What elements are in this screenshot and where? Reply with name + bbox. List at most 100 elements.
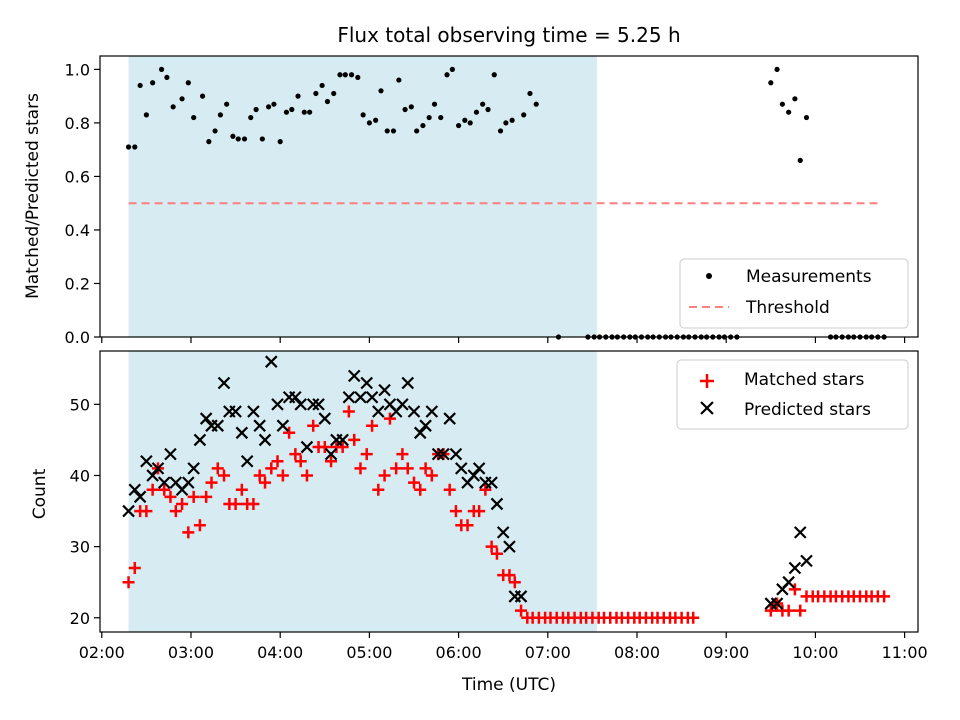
measurement-point: [426, 114, 432, 121]
measurement-point: [331, 90, 337, 97]
predicted-stars-point: [247, 405, 260, 418]
predicted-stars-point: [182, 476, 195, 489]
measurement-point: [768, 80, 774, 86]
measurement-point: [384, 128, 390, 134]
legend-predicted-marker: [700, 401, 714, 415]
measurement-point: [224, 101, 230, 107]
matched-stars-point: [794, 604, 807, 617]
bottom-y-axis-label: Count: [30, 468, 50, 519]
matched-stars-point: [383, 412, 396, 425]
predicted-stars-point: [467, 469, 481, 482]
x-axis-label: Time (UTC): [461, 675, 556, 695]
measurement-point: [509, 117, 515, 123]
matched-stars-point: [878, 590, 891, 603]
predicted-stars-point: [407, 405, 421, 418]
matched-stars-point: [449, 505, 462, 518]
predicted-stars-point: [354, 390, 367, 404]
predicted-stars-point: [431, 447, 445, 461]
matched-stars-point: [259, 476, 272, 489]
matched-stars-point: [283, 426, 296, 439]
measurement-point: [480, 101, 486, 107]
predicted-stars-point: [360, 376, 373, 390]
measurement-point: [774, 66, 780, 72]
matched-stars-point: [473, 505, 486, 518]
measurement-point: [125, 144, 132, 150]
legend-matched-label: Matched stars: [744, 370, 864, 390]
measurement-point: [342, 72, 348, 78]
y-tick-label: 1.0: [65, 60, 90, 79]
measurement-point: [248, 114, 254, 121]
predicted-stars-point: [217, 376, 231, 390]
matched-stars-point: [128, 561, 141, 574]
measurement-point: [792, 96, 798, 102]
measurement-point: [253, 106, 259, 113]
measurement-point: [235, 136, 241, 142]
predicted-stars-point: [336, 433, 349, 447]
predicted-stars-point: [496, 526, 510, 539]
predicted-stars-point: [324, 447, 338, 461]
predicted-stars-point: [485, 476, 498, 489]
measurement-point: [779, 101, 786, 107]
measurement-point: [337, 72, 343, 78]
measurement-point: [420, 122, 426, 129]
predicted-stars-point: [472, 462, 486, 475]
predicted-stars-point: [318, 412, 332, 425]
matched-stars-point: [276, 469, 289, 482]
measurement-point: [467, 120, 473, 126]
matched-stars-point: [205, 476, 218, 489]
predicted-stars-point: [300, 440, 314, 454]
matched-stars-point: [396, 448, 409, 461]
matched-stars-point: [182, 526, 195, 539]
predicted-stars-point: [306, 398, 320, 411]
measurement-point: [396, 77, 402, 83]
measurement-point: [319, 82, 325, 89]
matched-stars-point: [490, 547, 503, 560]
matched-stars-point: [366, 419, 379, 432]
matched-stars-point: [122, 576, 135, 589]
predicted-stars-point: [419, 419, 432, 432]
matched-stars-point: [515, 604, 528, 617]
predicted-stars-point: [782, 575, 795, 589]
matched-stars-point: [146, 483, 159, 496]
x-tick-label: 11:00: [882, 643, 928, 662]
measurement-point: [143, 112, 149, 118]
measurement-point: [797, 157, 803, 163]
matched-stars-point: [169, 505, 182, 518]
x-tick-label: 04:00: [257, 643, 303, 662]
predicted-stars-point: [187, 462, 200, 475]
x-tick-label: 02:00: [79, 643, 125, 662]
predicted-stars-point: [264, 355, 278, 368]
bottom-plot-frame: [99, 350, 919, 633]
matched-stars-point: [289, 448, 302, 461]
predicted-stars-point: [229, 405, 242, 418]
measurement-point: [324, 98, 331, 105]
matched-stars-point: [461, 519, 474, 532]
measurement-point: [191, 114, 197, 121]
predicted-stars-point: [396, 398, 409, 411]
predicted-stars-point: [365, 390, 379, 404]
measurement-point: [307, 109, 313, 115]
x-tick-label: 09:00: [703, 643, 749, 662]
measurement-point: [132, 144, 138, 150]
measurement-point: [378, 88, 384, 94]
measurement-point: [212, 128, 218, 134]
matched-stars-point: [390, 462, 403, 475]
y-tick-label: 40: [70, 466, 90, 485]
matched-stars-point: [414, 483, 427, 496]
predicted-stars-point: [276, 419, 290, 432]
matched-stars-point: [425, 469, 438, 482]
predicted-stars-point: [253, 419, 266, 432]
matched-stars-point: [140, 505, 153, 518]
bottom-y-ticks: 20 30 40 50: [70, 395, 100, 628]
matched-stars-point: [782, 604, 795, 617]
y-tick-label: 0.6: [65, 167, 90, 186]
top-legend-box: [679, 258, 909, 329]
matched-stars-point: [318, 441, 331, 454]
predicted-stars-point: [425, 405, 439, 418]
predicted-stars-point: [788, 561, 802, 575]
y-tick-label: 30: [70, 538, 90, 557]
measurement-point: [408, 104, 414, 110]
matched-stars-point: [253, 469, 266, 482]
